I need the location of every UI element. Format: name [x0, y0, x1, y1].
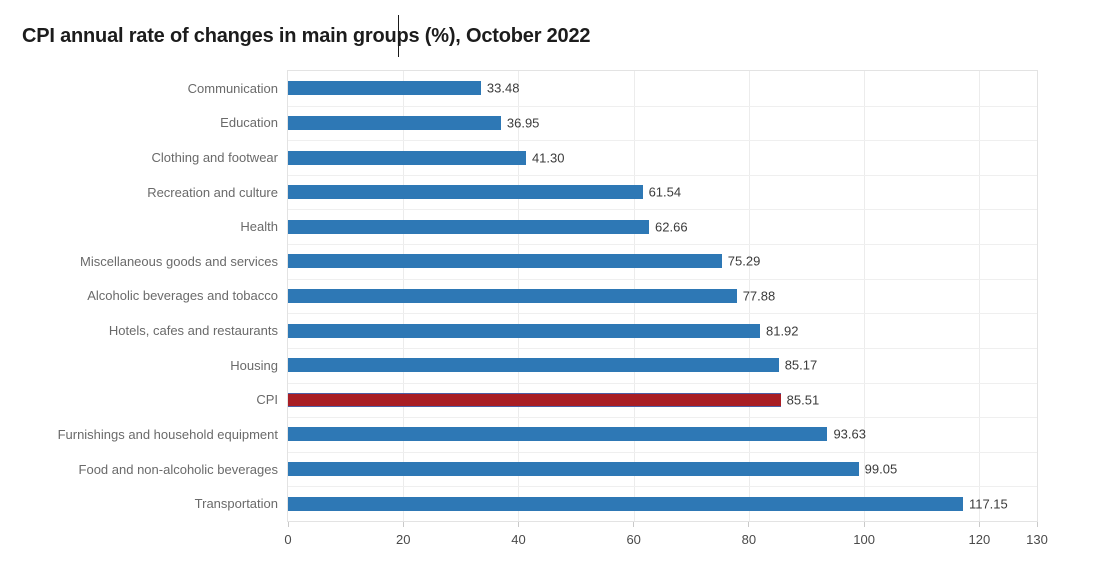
x-tick-label: 80: [741, 532, 757, 547]
horizontal-gridline: [288, 174, 1037, 176]
horizontal-gridline: [288, 209, 1037, 211]
category-label: CPI: [256, 392, 278, 408]
category-label: Miscellaneous goods and services: [80, 253, 278, 269]
bar[interactable]: [288, 496, 963, 511]
x-tick-label: 120: [968, 532, 991, 547]
bar[interactable]: [288, 462, 859, 477]
x-tick: [863, 522, 865, 527]
category-label: Recreation and culture: [147, 184, 278, 200]
x-tick: [287, 522, 289, 527]
bar[interactable]: [288, 358, 779, 373]
chart-title: CPI annual rate of changes in main group…: [22, 25, 591, 47]
category-label: Clothing and footwear: [151, 150, 278, 166]
x-tick: [633, 522, 635, 527]
category-label: Housing: [230, 357, 278, 373]
x-tick-label: 100: [853, 532, 875, 547]
horizontal-gridline: [288, 140, 1037, 142]
x-tick-label: 20: [395, 532, 411, 547]
x-tick: [978, 522, 980, 527]
bar[interactable]: [288, 150, 526, 165]
category-label: Alcoholic beverages and tobacco: [87, 288, 278, 304]
value-label: 85.17: [784, 357, 818, 373]
horizontal-gridline: [288, 382, 1037, 384]
horizontal-gridline: [288, 244, 1037, 246]
cpi-bar[interactable]: [288, 392, 781, 407]
value-label: 33.48: [486, 80, 520, 96]
horizontal-gridline: [288, 451, 1037, 453]
bar[interactable]: [288, 219, 650, 234]
bar[interactable]: [288, 115, 501, 130]
x-tick-label: 0: [284, 532, 292, 547]
bar[interactable]: [288, 254, 722, 269]
value-label: 99.05: [864, 461, 898, 477]
x-tick-label: 40: [511, 532, 526, 547]
category-label: Education: [220, 115, 278, 131]
category-label: Communication: [187, 80, 278, 96]
vertical-gridline: [979, 71, 981, 521]
text-cursor: [398, 15, 399, 57]
x-tick-label: 60: [626, 532, 641, 547]
value-label: 61.54: [648, 184, 682, 200]
value-label: 93.63: [833, 426, 866, 442]
value-label: 36.95: [506, 115, 540, 131]
category-label: Health: [240, 219, 278, 235]
x-tick-label: 130: [1026, 532, 1048, 547]
category-label: Food and non-alcoholic beverages: [78, 461, 278, 477]
bar[interactable]: [288, 81, 481, 96]
value-label: 117.15: [968, 496, 1008, 512]
value-label: 85.51: [786, 392, 820, 408]
bar[interactable]: [288, 323, 760, 338]
x-tick: [402, 522, 404, 527]
horizontal-gridline: [288, 417, 1037, 419]
value-label: 62.66: [655, 219, 688, 235]
horizontal-gridline: [288, 105, 1037, 107]
category-label: Furnishings and household equipment: [57, 426, 278, 442]
bar[interactable]: [288, 289, 737, 303]
horizontal-gridline: [288, 486, 1037, 488]
category-label: Transportation: [194, 496, 278, 512]
vertical-gridline: [748, 71, 750, 521]
x-tick: [1036, 522, 1038, 527]
category-label: Hotels, cafes and restaurants: [108, 323, 278, 339]
value-label: 75.29: [727, 253, 761, 269]
x-tick: [748, 522, 750, 527]
horizontal-gridline: [288, 347, 1037, 349]
bar[interactable]: [288, 427, 828, 442]
horizontal-gridline: [288, 278, 1037, 280]
value-label: 41.30: [531, 150, 565, 166]
x-tick: [517, 522, 519, 527]
value-label: 81.92: [765, 323, 799, 339]
plot-area: 33.48 36.95 41.30 61.54 62.66 75.29 77.88 81.92…: [287, 70, 1038, 522]
value-label: 77.88: [742, 288, 776, 304]
bar[interactable]: [288, 185, 643, 200]
horizontal-gridline: [288, 313, 1037, 315]
vertical-gridline: [864, 71, 866, 521]
